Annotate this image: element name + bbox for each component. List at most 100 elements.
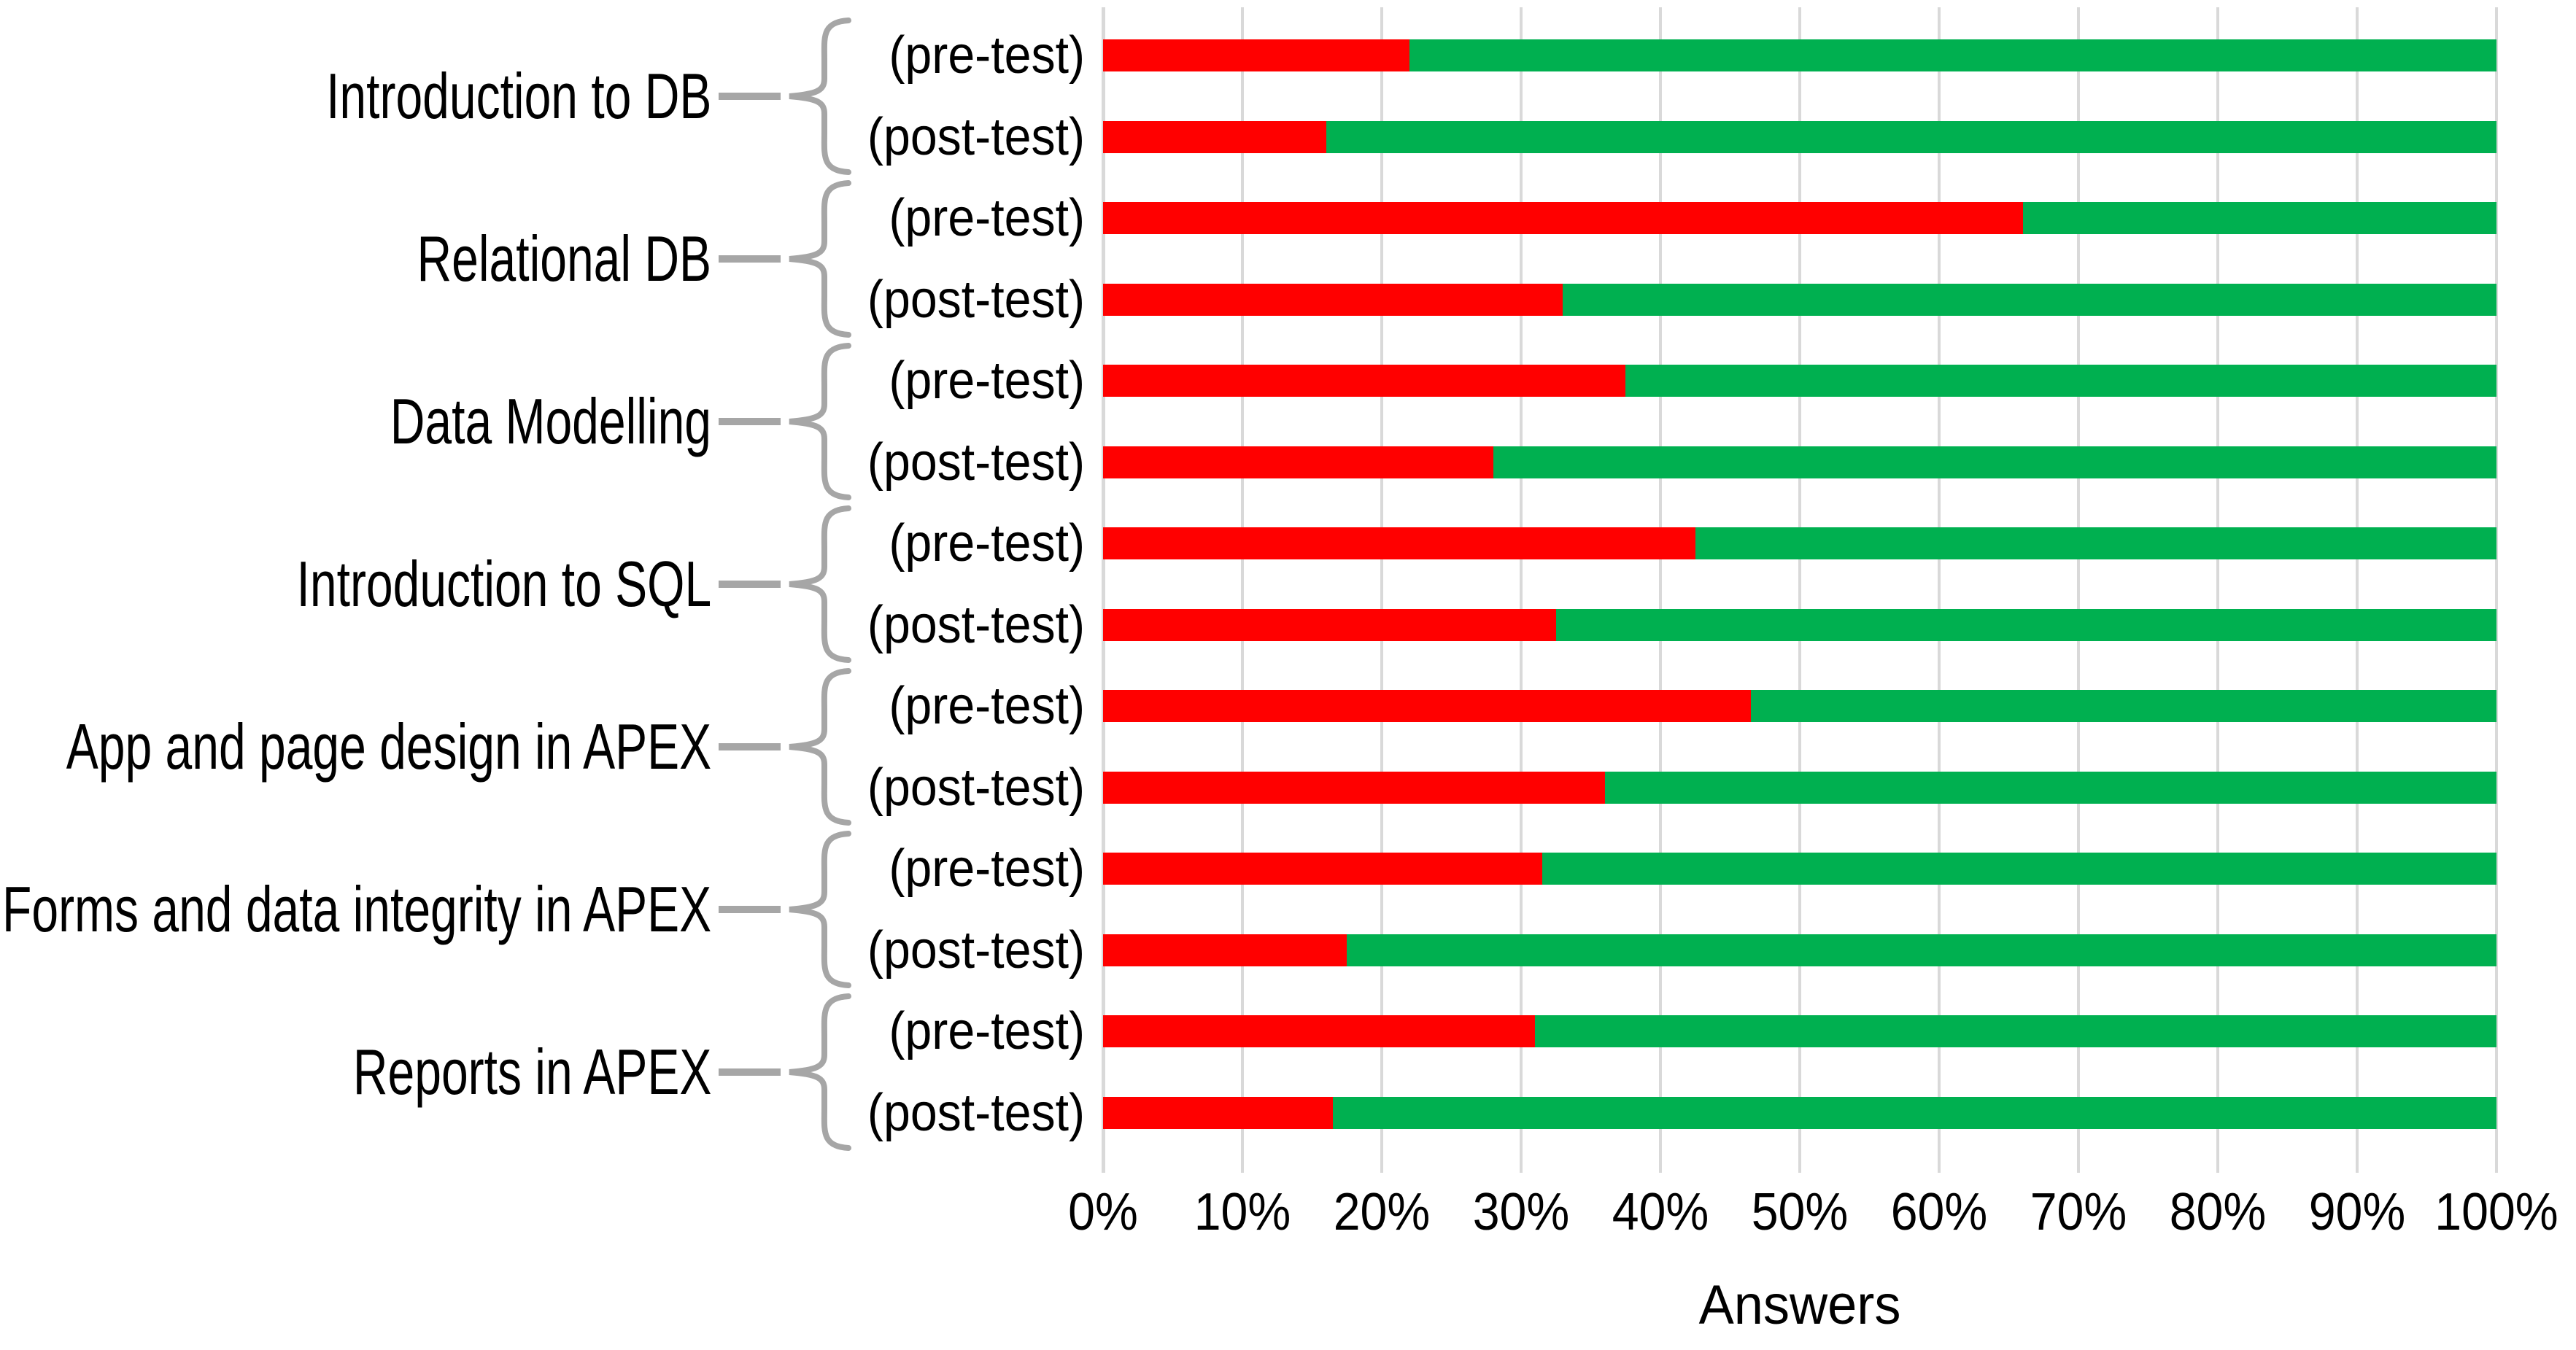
- green-segment: [1555, 608, 2496, 641]
- group-brace: [789, 830, 851, 988]
- x-tick-label: 10%: [1194, 1183, 1291, 1241]
- category-label: Introduction to SQL: [296, 547, 711, 620]
- bar-row-post-test: [1103, 283, 2496, 316]
- x-tick-label: 60%: [1890, 1183, 1988, 1241]
- group-brace: [789, 179, 851, 338]
- category-label: Relational DB: [417, 222, 711, 295]
- red-segment: [1103, 365, 1626, 397]
- red-segment: [1103, 934, 1347, 966]
- row-label-pre-test: (pre-test): [889, 839, 1085, 898]
- category-connector-dash: [719, 1068, 781, 1076]
- green-segment: [1493, 446, 2496, 478]
- bar-row-post-test: [1103, 446, 2496, 478]
- red-segment: [1103, 39, 1410, 71]
- category-connector-dash: [719, 580, 781, 588]
- red-segment: [1103, 1096, 1334, 1129]
- x-tick-label: 20%: [1333, 1183, 1431, 1241]
- category-connector-dash: [719, 905, 781, 913]
- category-connector-dash: [719, 255, 781, 263]
- x-tick-label: 0%: [1068, 1183, 1138, 1241]
- bar-row-post-test: [1103, 934, 2496, 966]
- x-tick-label: 40%: [1612, 1183, 1709, 1241]
- row-label-pre-test: (pre-test): [889, 677, 1085, 735]
- green-segment: [1326, 120, 2496, 153]
- gridline: [2495, 7, 2498, 1173]
- bar-row-pre-test: [1103, 202, 2496, 234]
- row-label-pre-test: (pre-test): [889, 352, 1085, 410]
- bar-row-pre-test: [1103, 527, 2496, 559]
- y-axis-line: [1102, 7, 1105, 1173]
- red-segment: [1103, 202, 2023, 234]
- category-connector-dash: [719, 742, 781, 750]
- group-brace: [789, 667, 851, 826]
- bar-row-post-test: [1103, 608, 2496, 641]
- green-segment: [1333, 1096, 2496, 1129]
- group-brace: [789, 505, 851, 663]
- gridline: [2216, 7, 2219, 1173]
- x-tick-label: 90%: [2308, 1183, 2406, 1241]
- red-segment: [1103, 608, 1556, 641]
- category-label: App and page design in APEX: [66, 710, 711, 783]
- red-segment: [1103, 1015, 1536, 1047]
- category-label: Forms and data integrity in APEX: [1, 872, 711, 945]
- green-segment: [1347, 934, 2496, 966]
- green-segment: [1625, 365, 2496, 397]
- red-segment: [1103, 283, 1563, 316]
- row-label-post-test: (post-test): [867, 920, 1085, 979]
- red-segment: [1103, 690, 1752, 722]
- gridline: [1659, 7, 1662, 1173]
- category-label: Introduction to DB: [325, 59, 711, 132]
- bar-row-post-test: [1103, 1096, 2496, 1129]
- category-connector-dash: [719, 417, 781, 425]
- category-label: Data Modelling: [390, 384, 711, 457]
- row-label-post-test: (post-test): [867, 1083, 1085, 1142]
- green-segment: [1695, 527, 2496, 559]
- green-segment: [1542, 853, 2496, 885]
- row-label-pre-test: (pre-test): [889, 514, 1085, 573]
- bar-row-pre-test: [1103, 39, 2496, 71]
- gridline: [2356, 7, 2359, 1173]
- gridline: [1520, 7, 1523, 1173]
- green-segment: [1604, 771, 2496, 804]
- row-label-post-test: (post-test): [867, 595, 1085, 654]
- row-label-post-test: (post-test): [867, 270, 1085, 329]
- bar-row-post-test: [1103, 771, 2496, 804]
- red-segment: [1103, 120, 1326, 153]
- row-label-pre-test: (pre-test): [889, 26, 1085, 85]
- red-segment: [1103, 446, 1493, 478]
- x-axis-title: Answers: [1698, 1274, 1901, 1336]
- gridline: [1241, 7, 1244, 1173]
- group-brace: [789, 993, 851, 1151]
- bar-row-pre-test: [1103, 1015, 2496, 1047]
- gridline: [2077, 7, 2080, 1173]
- gridline: [1938, 7, 1941, 1173]
- green-segment: [1563, 283, 2496, 316]
- bar-row-post-test: [1103, 120, 2496, 153]
- group-brace: [789, 17, 851, 175]
- green-segment: [2022, 202, 2496, 234]
- row-label-pre-test: (pre-test): [889, 189, 1085, 247]
- group-brace: [789, 342, 851, 500]
- category-label: Reports in APEX: [352, 1035, 711, 1108]
- green-segment: [1751, 690, 2496, 722]
- green-segment: [1409, 39, 2496, 71]
- x-tick-label: 70%: [2030, 1183, 2127, 1241]
- green-segment: [1535, 1015, 2496, 1047]
- gridline: [1380, 7, 1383, 1173]
- category-connector-dash: [719, 92, 781, 100]
- red-segment: [1103, 527, 1695, 559]
- bar-row-pre-test: [1103, 365, 2496, 397]
- x-tick-label: 100%: [2434, 1183, 2558, 1241]
- x-tick-label: 50%: [1751, 1183, 1849, 1241]
- row-label-post-test: (post-test): [867, 107, 1085, 166]
- row-label-post-test: (post-test): [867, 432, 1085, 492]
- x-tick-label: 30%: [1472, 1183, 1570, 1241]
- x-tick-label: 80%: [2169, 1183, 2267, 1241]
- row-label-post-test: (post-test): [867, 758, 1085, 817]
- gridline: [1798, 7, 1801, 1173]
- bar-row-pre-test: [1103, 853, 2496, 885]
- bar-row-pre-test: [1103, 690, 2496, 722]
- row-label-pre-test: (pre-test): [889, 1002, 1085, 1060]
- red-segment: [1103, 771, 1605, 804]
